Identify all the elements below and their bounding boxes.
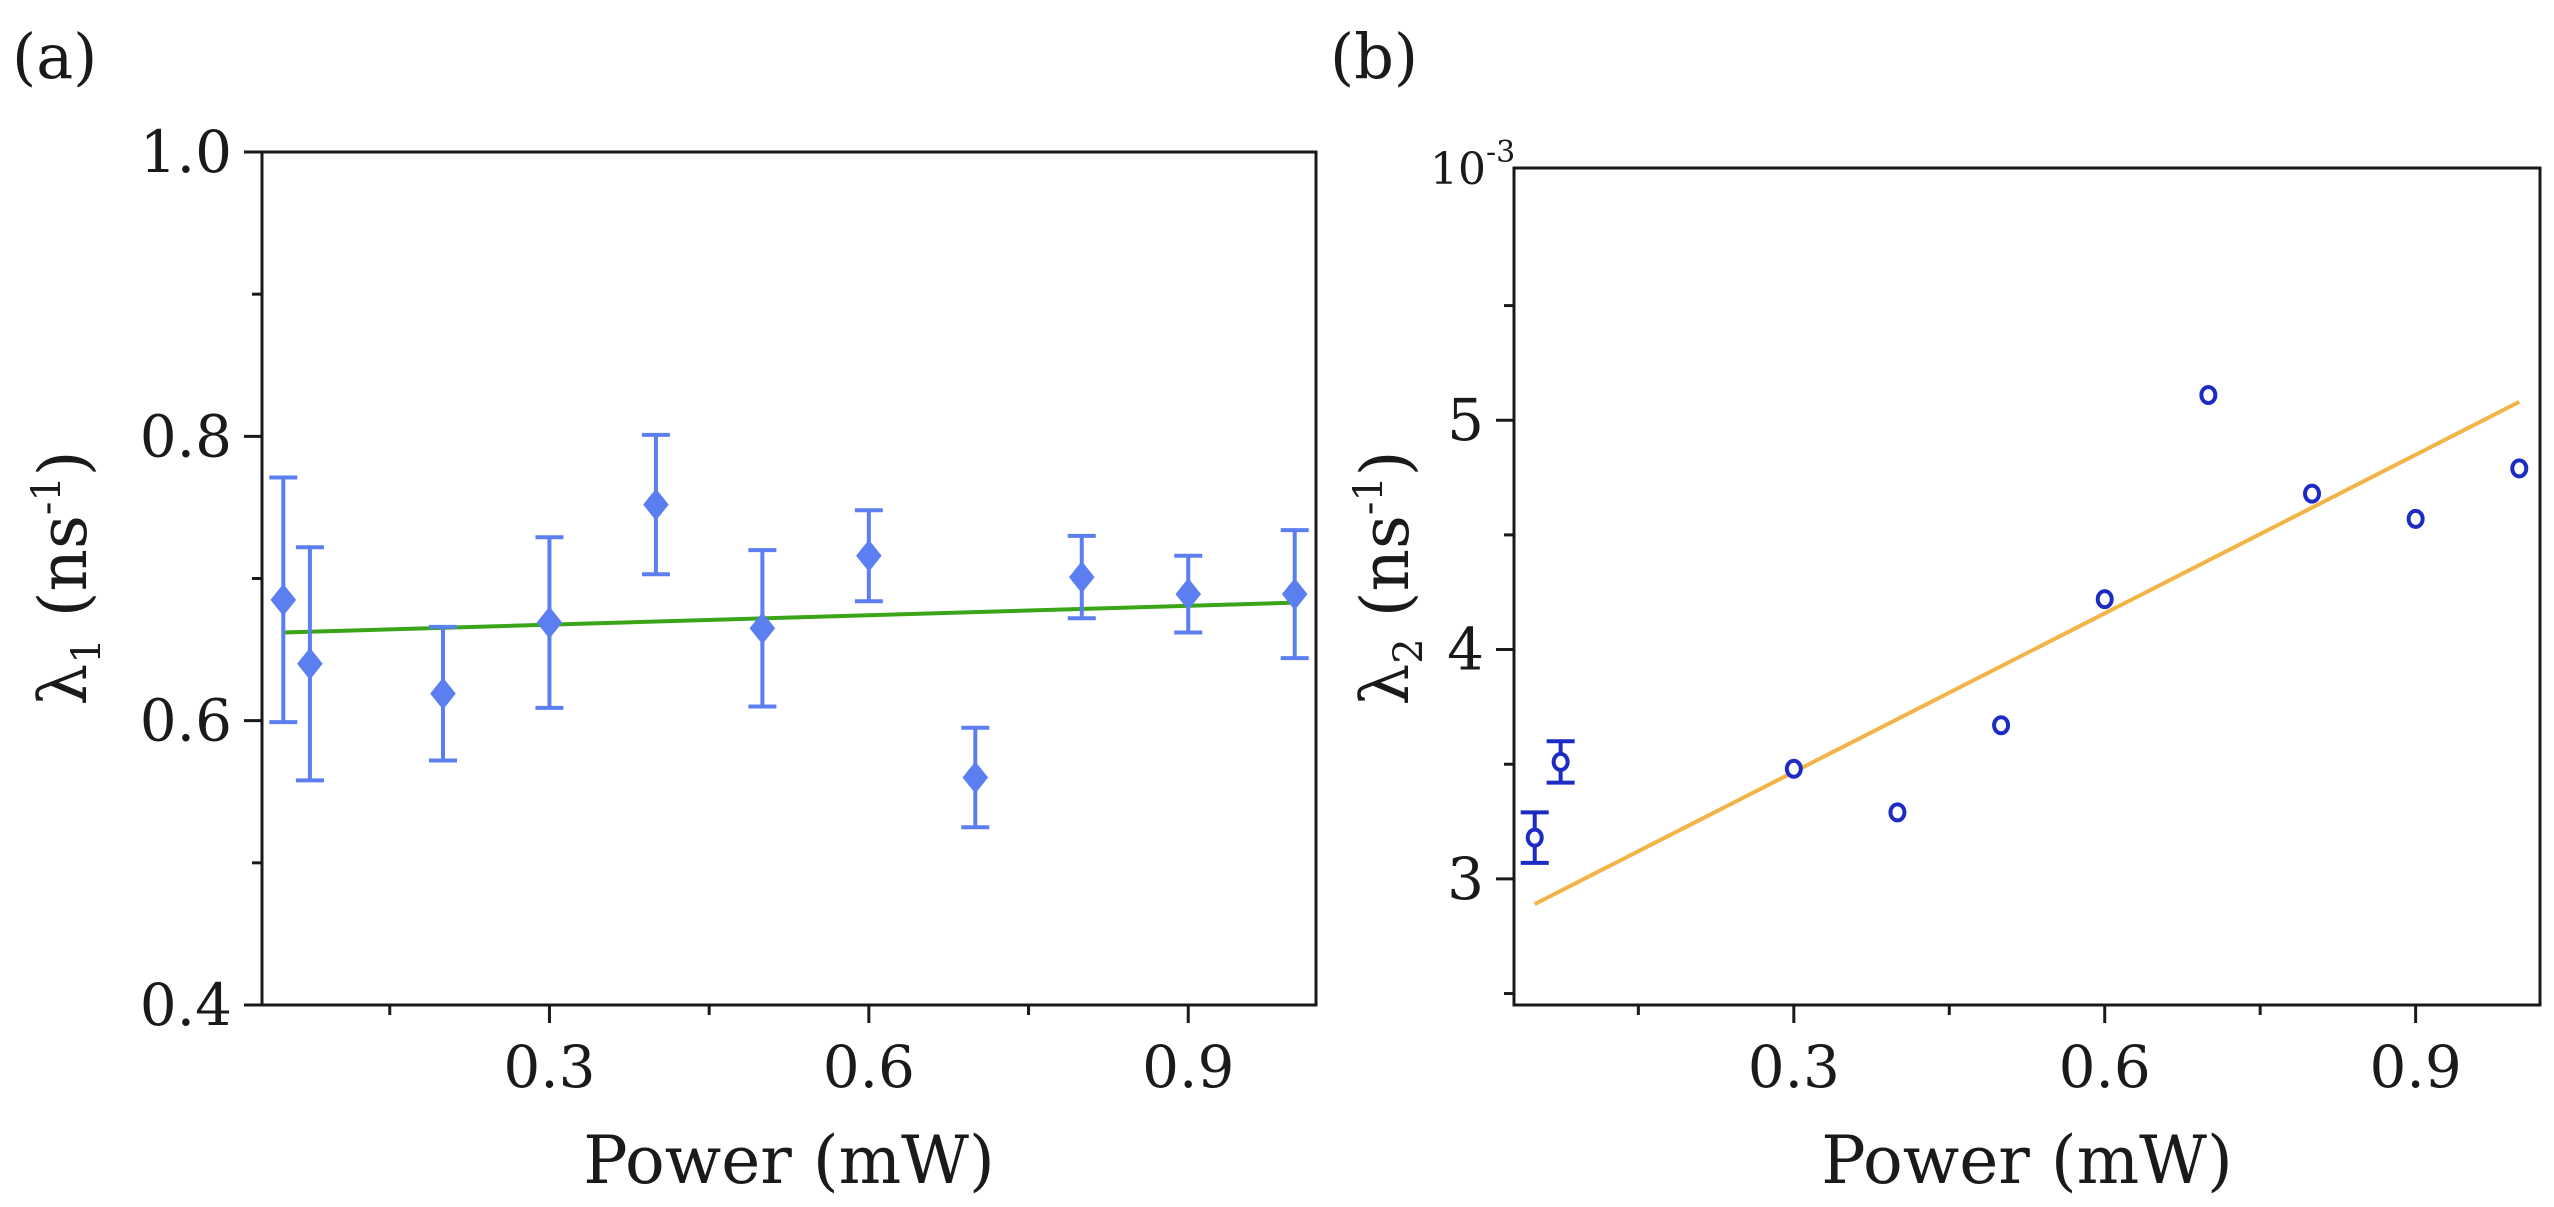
a-data-point [749,612,776,645]
a-x-tick-label: 0.6 [823,1033,915,1101]
a-y-tick-label: 0.6 [140,687,232,755]
b-data-point [2095,589,2114,610]
b-data-point [1525,827,1544,848]
a-y-tick-label: 0.8 [140,402,232,470]
b-data-point [1992,715,2011,736]
a-data-point [297,647,323,680]
b-y-tick-label: 5 [1447,386,1484,454]
a-y-tick-label: 0.4 [140,971,232,1039]
a-data-point [962,761,989,794]
a-x-tick-label: 0.9 [1142,1033,1234,1101]
a-data-point [643,488,669,521]
b-y-tick-label: 3 [1447,845,1484,913]
a-data-point [430,677,456,710]
b-data-point [1888,802,1907,823]
a-data-point [1068,561,1095,594]
panel-b-y-multiplier: 10-3 [1430,135,1515,195]
b-data-point [1784,758,1803,779]
panel-a: (a) 0.3 0.6 0.9 0.4 0.6 0.8 1.0 Power (mW) λ1 … [12,20,1318,1199]
b-data-point [2199,385,2218,406]
b-data-point [2406,508,2425,529]
a-data-point [536,606,563,639]
a-x-tick-label: 0.3 [503,1033,595,1101]
panel-b-plot-frame [1512,166,2542,1007]
panel-b-data-points [1520,385,2529,865]
a-data-point [270,583,297,616]
panel-a-data-points [269,432,1309,830]
panel-b-label: (b) [1330,20,1418,93]
panel-b: (b) 10-3 0.3 0.6 0.9 3 4 5 Power (mW) λ2 (ns-… [1330,20,2542,1199]
a-data-point [1175,578,1202,611]
b-data-point [1551,751,1570,772]
panel-b-fit-line [1533,400,2521,906]
panel-a-ticks: 0.3 0.6 0.9 0.4 0.6 0.8 1.0 [140,118,1235,1101]
panel-a-plot-frame [260,150,1318,1007]
panel-a-label: (a) [12,20,97,93]
b-data-point [2303,483,2321,504]
b-fit-line-segment [1533,400,2521,906]
b-y-tick-label: 4 [1447,616,1484,684]
panel-b-ticks: 0.3 0.6 0.9 3 4 5 [1447,304,2462,1101]
a-data-point [1281,578,1308,611]
b-x-tick-label: 0.3 [1748,1033,1840,1101]
panel-a-y-axis-title: λ1 (ns-1) [24,450,110,705]
panel-b-x-axis-title: Power (mW) [1821,1122,2232,1199]
a-y-tick-label: 1.0 [140,118,232,186]
a-data-point [856,539,882,572]
b-x-tick-label: 0.6 [2059,1033,2151,1101]
b-x-tick-label: 0.9 [2370,1033,2462,1101]
panel-b-y-axis-title: λ2 (ns-1) [1346,450,1432,705]
panel-a-x-axis-title: Power (mW) [583,1122,994,1199]
b-data-point [2510,458,2529,479]
